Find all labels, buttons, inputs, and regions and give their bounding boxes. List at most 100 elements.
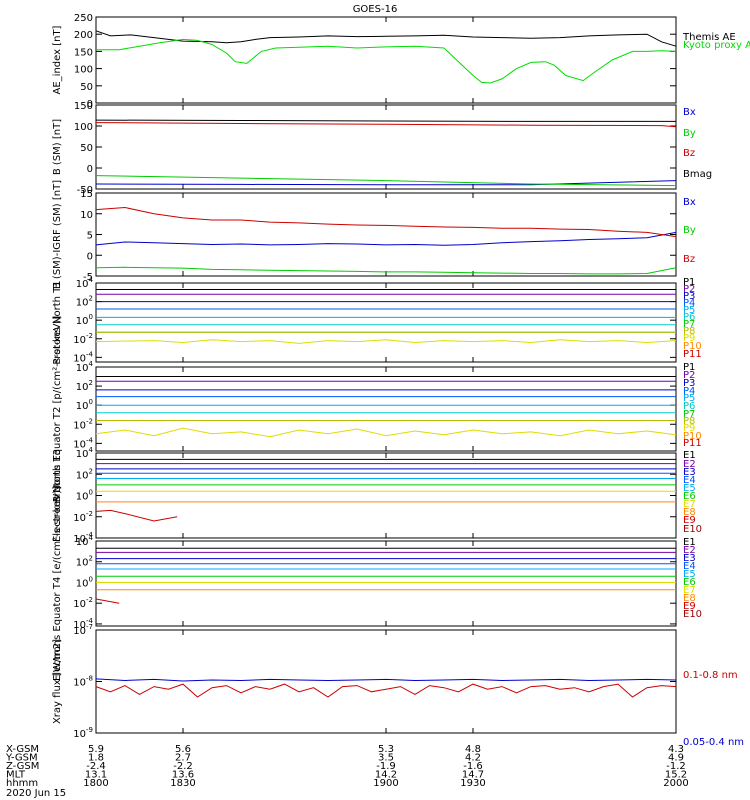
series-line <box>95 266 677 275</box>
legend-label: E5 <box>683 569 696 580</box>
footer-value: 2.7 <box>175 753 191 764</box>
y-tick-label: 10-2 <box>73 417 93 431</box>
footer-row-label: Z-GSM <box>6 761 39 772</box>
footer-row-label: MLT <box>6 770 26 781</box>
y-tick-label: 10-8 <box>73 675 93 689</box>
legend-label: Bx <box>683 107 696 118</box>
y-tick-label: 100 <box>76 489 93 503</box>
legend-label: P8 <box>683 416 695 427</box>
legend-label: P9 <box>683 423 695 434</box>
panel-frame <box>95 366 677 452</box>
footer-value: 1800 <box>83 778 108 789</box>
y-tick-label: 102 <box>76 555 93 569</box>
legend-label: E8 <box>683 507 696 518</box>
y-tick-label: 250 <box>74 13 93 24</box>
footer-value: 3.5 <box>378 753 394 764</box>
y-axis-label: B (SM) [nT] <box>52 119 63 175</box>
series-line <box>95 427 677 438</box>
series-line <box>95 598 120 604</box>
panel-frame <box>95 16 677 104</box>
legend-label: By <box>683 128 696 139</box>
footer-value: -1.9 <box>376 761 396 772</box>
panel-8: 10-7 10-8 10-9 Xray flux [W/m2] 0.1-0.8 nm 0.… <box>52 623 744 748</box>
footer-value: -2.4 <box>86 761 106 772</box>
y-tick-label: 0 <box>87 99 93 110</box>
legend-label: E1 <box>683 537 696 548</box>
y-tick-label: 5 <box>87 231 93 242</box>
y-tick-label: 10-2 <box>73 510 93 524</box>
legend-label: E4 <box>683 561 696 572</box>
y-tick-label: 150 <box>74 47 93 58</box>
legend-label: E6 <box>683 577 696 588</box>
series-line <box>95 180 677 186</box>
series-line <box>96 38 677 84</box>
legend-label: E6 <box>683 491 696 502</box>
legend-label: E9 <box>683 601 696 612</box>
panel-frame <box>95 104 677 190</box>
series-line <box>95 683 677 698</box>
y-tick-label: 102 <box>76 295 93 309</box>
y-axis-label: B (SM)-IGRF (SM) [nT] <box>52 180 63 289</box>
footer-value: -2.2 <box>173 761 193 772</box>
legend-label: P4 <box>683 298 695 309</box>
y-tick-label: 150 <box>74 101 93 112</box>
footer-value: 15.2 <box>665 770 687 781</box>
y-tick-label: 100 <box>76 313 93 327</box>
legend-label: E2 <box>683 545 696 556</box>
legend-label: Kyoto proxy AE <box>683 40 750 51</box>
y-tick-label: 104 <box>76 276 94 290</box>
series-line <box>95 678 677 682</box>
footer-ephemeris: X-GSM 5.9 5.6 5.3 4.8 4.3 Y-GSM 1.8 2.7 3.5 4.2 4.9… <box>5 744 689 799</box>
series-line <box>95 122 677 128</box>
footer-row-label: Y-GSM <box>5 753 38 764</box>
footer-value: 1830 <box>170 778 195 789</box>
y-axis-label: Protons North T1 <box>52 280 63 364</box>
legend-label: P1 <box>683 277 695 288</box>
legend-label: E7 <box>683 499 696 510</box>
y-tick-label: 102 <box>76 379 93 393</box>
y-tick-label: 200 <box>74 30 93 41</box>
legend-label: P6 <box>683 401 695 412</box>
footer-value: 1900 <box>373 778 398 789</box>
legend-label: P2 <box>683 284 695 295</box>
series-line <box>95 30 677 47</box>
legend-label: By <box>683 225 696 236</box>
legend-label: E8 <box>683 593 696 604</box>
series-line <box>95 206 677 238</box>
footer-value: -1.2 <box>666 761 686 772</box>
legend-label: E10 <box>683 524 702 535</box>
y-tick-label: 100 <box>74 65 93 76</box>
y-tick-label: 104 <box>76 534 94 548</box>
y-tick-label: 10-7 <box>73 623 93 637</box>
legend-label: Bz <box>683 148 695 159</box>
y-tick-label: 50 <box>80 82 93 93</box>
legend-label: P8 <box>683 326 695 337</box>
y-tick-label: 104 <box>76 446 94 460</box>
panel-frame <box>95 540 677 627</box>
footer-value: 13.1 <box>85 770 107 781</box>
legend-label: 0.05-0.4 nm <box>683 737 744 748</box>
legend-label: P7 <box>683 319 695 330</box>
legend-label: P6 <box>683 312 695 323</box>
legend-label: P4 <box>683 386 695 397</box>
footer-value: 5.3 <box>378 744 394 755</box>
figure-title: GOES-16 <box>353 4 398 15</box>
y-tick-label: 10-9 <box>73 726 93 740</box>
legend-label: P5 <box>683 305 695 316</box>
footer-value: 1930 <box>460 778 485 789</box>
legend-label: P5 <box>683 393 695 404</box>
footer-value: 5.9 <box>88 744 104 755</box>
legend-label: P11 <box>683 349 702 360</box>
legend-label: Bmag <box>683 169 712 180</box>
y-tick-label: 50 <box>80 143 93 154</box>
panel-frame <box>95 452 677 539</box>
legend-label: P7 <box>683 409 695 420</box>
series-line <box>95 175 677 187</box>
y-axis-label: Protons Equator T2 [p/(cm²-s-sr-keV)] <box>52 316 63 503</box>
y-tick-label: 10-2 <box>73 332 93 346</box>
legend-label: P2 <box>683 370 695 381</box>
legend-label: E9 <box>683 515 696 526</box>
y-axis-label: AE_index [nT] <box>52 25 63 94</box>
